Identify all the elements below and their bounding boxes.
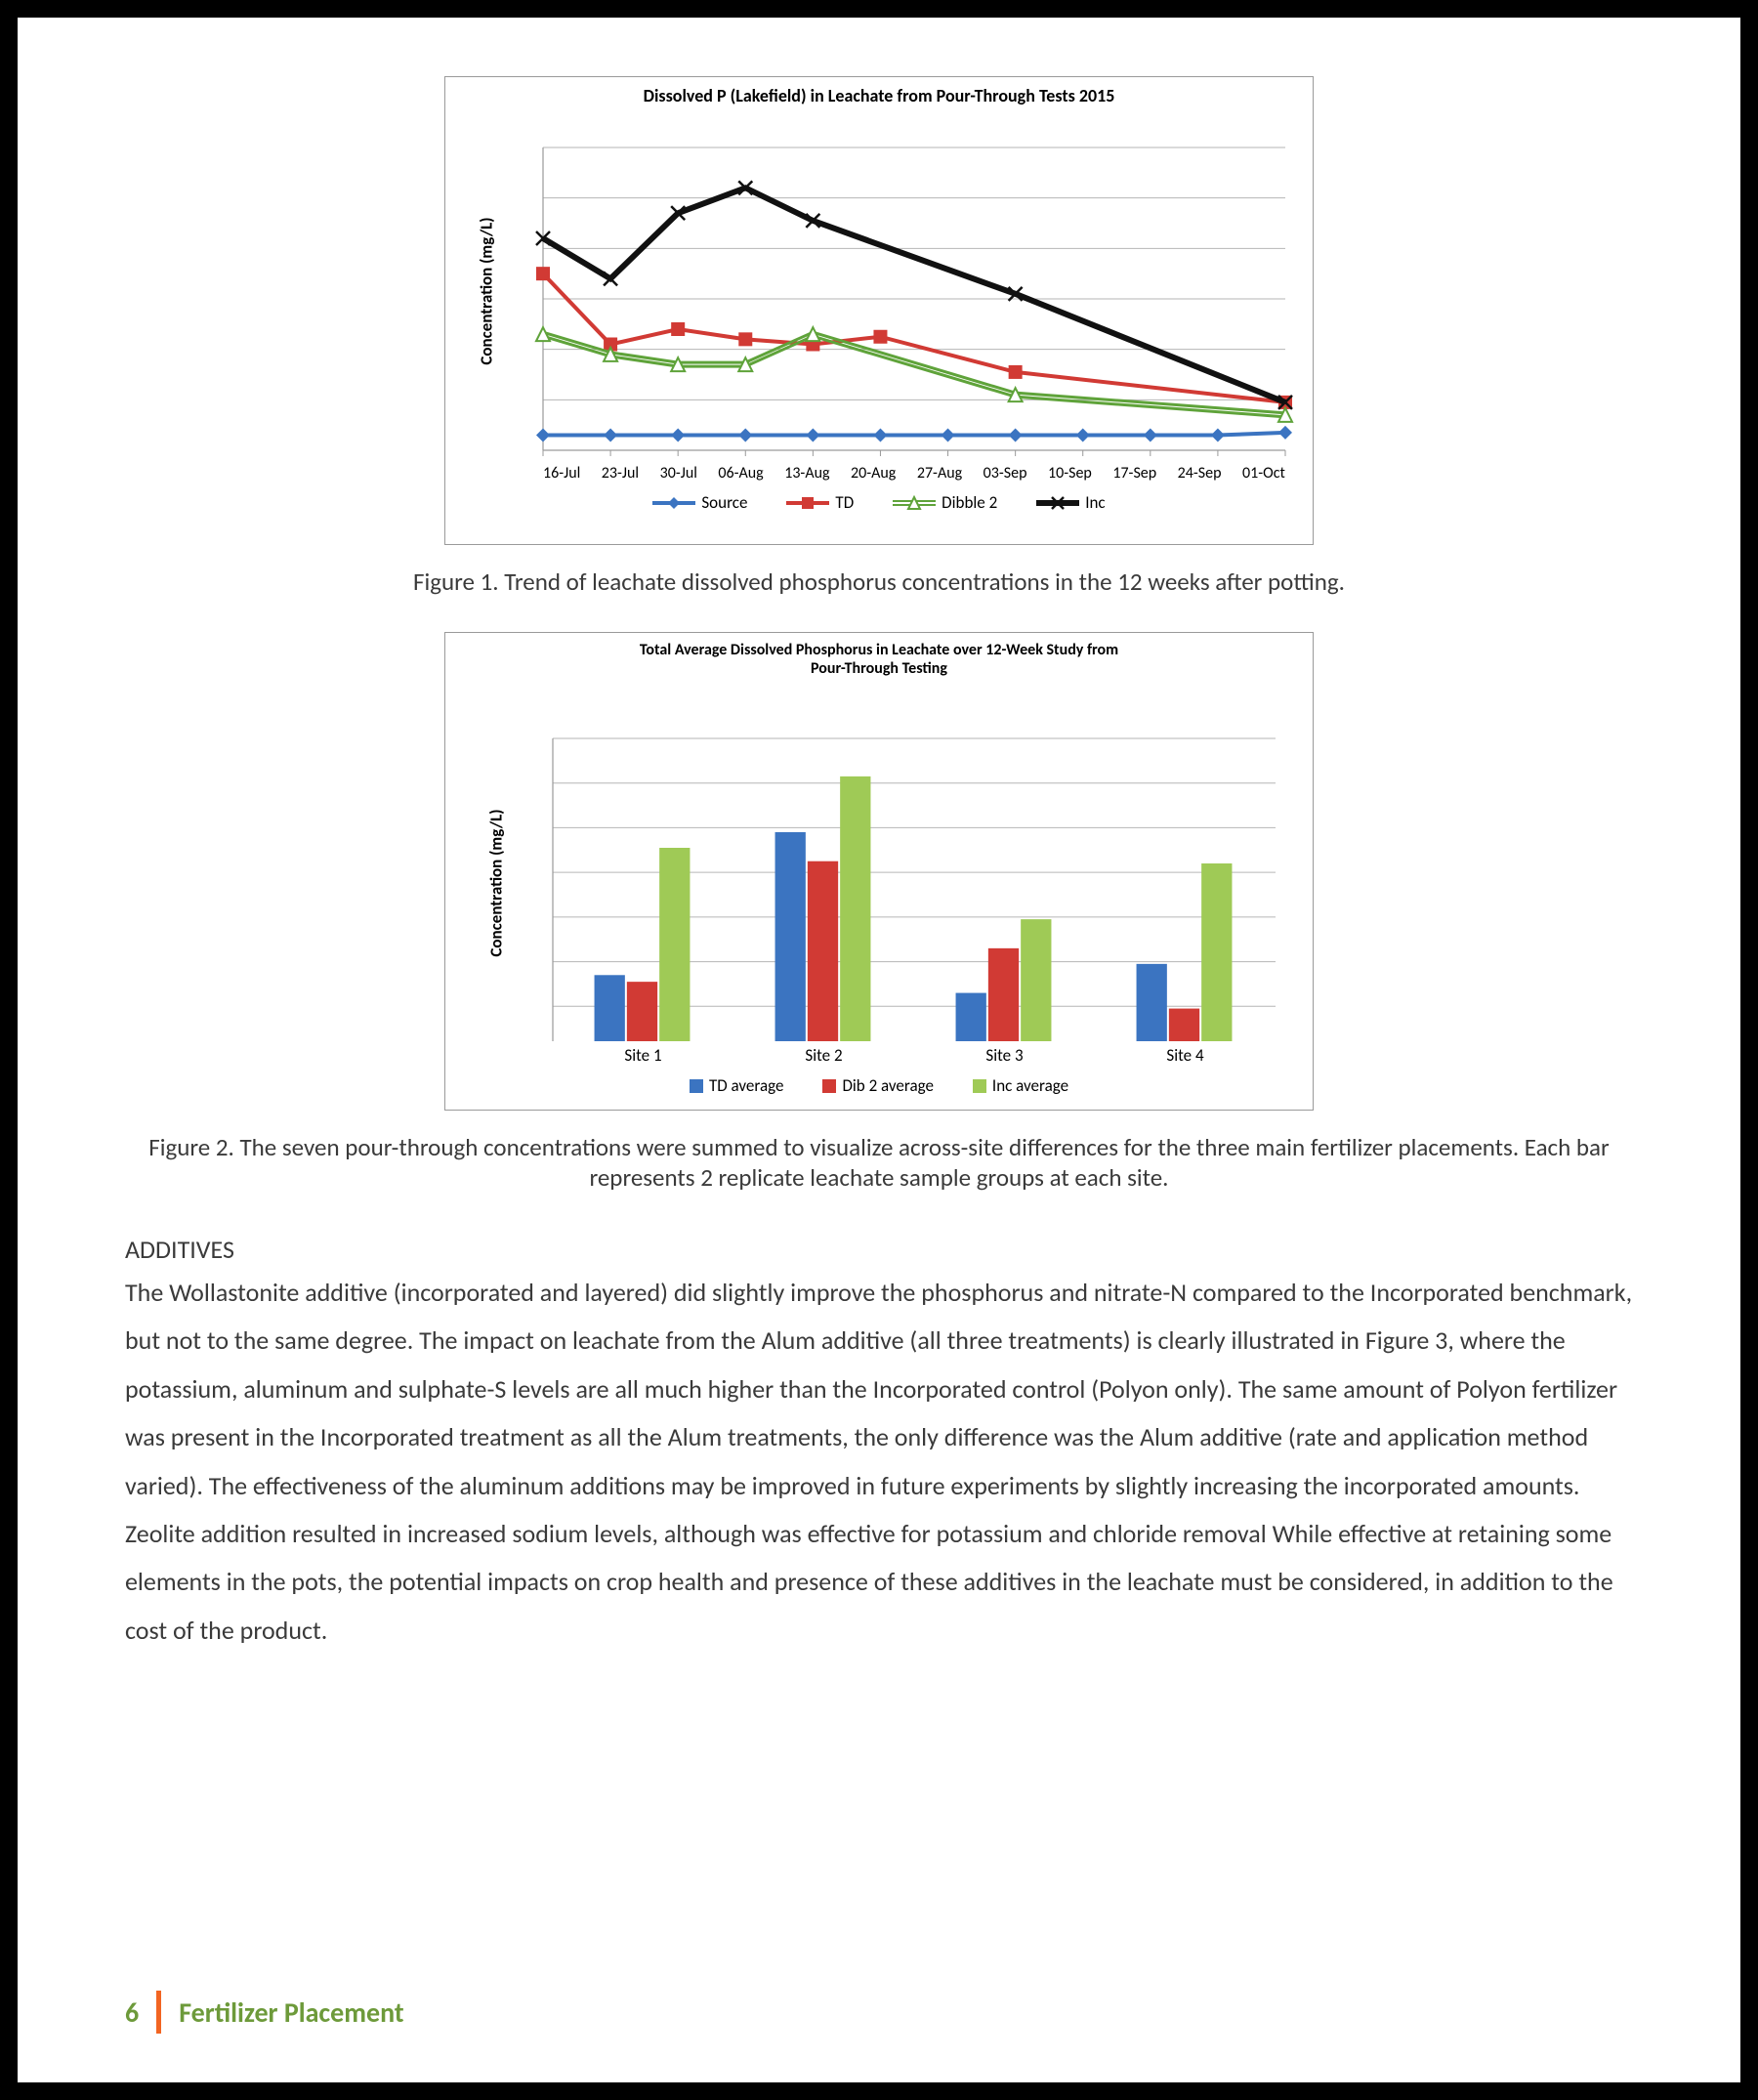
x-tick-label: Site 3 xyxy=(985,1045,1023,1066)
page-number: 6 xyxy=(125,1995,139,2030)
title-line: Total Average Dissolved Phosphorus in Le… xyxy=(640,641,1118,659)
figure-2-xlabels: Site 1 Site 2 Site 3 Site 4 xyxy=(553,1041,1276,1068)
figure-2-ylabel: Concentration (mg/L) xyxy=(486,809,507,956)
legend-swatch xyxy=(822,1079,836,1093)
figure-1-title: Dissolved P (Lakefield) in Leachate from… xyxy=(445,77,1313,108)
legend-label: Source xyxy=(701,492,747,513)
figure-2-chart: Total Average Dissolved Phosphorus in Le… xyxy=(444,632,1314,1111)
x-tick-label: 23-Jul xyxy=(602,464,639,483)
title-line: Pour-Through Testing xyxy=(811,659,947,678)
figure-2-plot xyxy=(445,680,1315,1041)
additives-body: The Wollastonite additive (incorporated … xyxy=(125,1269,1633,1655)
legend-label: TD average xyxy=(709,1075,783,1096)
legend-swatch xyxy=(690,1079,703,1093)
x-tick-label: Site 4 xyxy=(1166,1045,1203,1066)
legend-item: Dibble 2 xyxy=(893,492,997,513)
legend-item: Inc average xyxy=(973,1075,1068,1096)
x-tick-label: 20-Aug xyxy=(851,464,896,483)
figure-1-plot xyxy=(445,108,1315,460)
x-tick-label: 10-Sep xyxy=(1048,464,1092,483)
x-tick-label: 30-Jul xyxy=(660,464,697,483)
figure-1-xlabels: 16-Jul 23-Jul 30-Jul 06-Aug 13-Aug 20-Aug 27-A… xyxy=(543,460,1285,484)
x-tick-label: Site 1 xyxy=(624,1045,661,1066)
legend-label: Dib 2 average xyxy=(842,1075,933,1096)
footer-accent-bar xyxy=(156,1991,161,2034)
legend-item: TD xyxy=(786,492,854,513)
legend-label: Inc average xyxy=(992,1075,1068,1096)
x-tick-label: 06-Aug xyxy=(718,464,763,483)
footer-title: Fertilizer Placement xyxy=(179,1995,403,2030)
x-tick-label: 01-Oct xyxy=(1242,464,1285,483)
legend-item: Source xyxy=(652,492,747,513)
page-footer: 6 Fertilizer Placement xyxy=(125,1991,404,2034)
figure-1-wrap: Dissolved P (Lakefield) in Leachate from… xyxy=(125,76,1633,545)
x-tick-label: 17-Sep xyxy=(1112,464,1156,483)
legend-item: Inc xyxy=(1036,492,1105,513)
legend-label: TD xyxy=(835,492,854,513)
document-page: Dissolved P (Lakefield) in Leachate from… xyxy=(18,18,1740,2082)
x-tick-label: 27-Aug xyxy=(917,464,962,483)
figure-1-chart: Dissolved P (Lakefield) in Leachate from… xyxy=(444,76,1314,545)
legend-swatch xyxy=(973,1079,986,1093)
legend-item: TD average xyxy=(690,1075,783,1096)
legend-label: Inc xyxy=(1085,492,1105,513)
x-tick-label: 13-Aug xyxy=(784,464,829,483)
x-tick-label: 24-Sep xyxy=(1178,464,1222,483)
legend-label: Dibble 2 xyxy=(942,492,997,513)
figure-1-legend: Source TD Dibble 2 Inc xyxy=(445,484,1313,523)
figure-2-wrap: Total Average Dissolved Phosphorus in Le… xyxy=(125,632,1633,1111)
legend-item: Dib 2 average xyxy=(822,1075,933,1096)
figure-1-ylabel: Concentration (mg/L) xyxy=(477,217,497,364)
figure-2-title: Total Average Dissolved Phosphorus in Le… xyxy=(445,633,1313,680)
x-tick-label: 16-Jul xyxy=(543,464,580,483)
figure-2-legend: TD average Dib 2 average Inc average xyxy=(445,1068,1313,1106)
additives-heading: ADDITIVES xyxy=(125,1234,1633,1265)
figure-2-caption: Figure 2. The seven pour-through concent… xyxy=(125,1132,1633,1193)
x-tick-label: 03-Sep xyxy=(984,464,1027,483)
figure-1-caption: Figure 1. Trend of leachate dissolved ph… xyxy=(125,567,1633,597)
x-tick-label: Site 2 xyxy=(805,1045,842,1066)
